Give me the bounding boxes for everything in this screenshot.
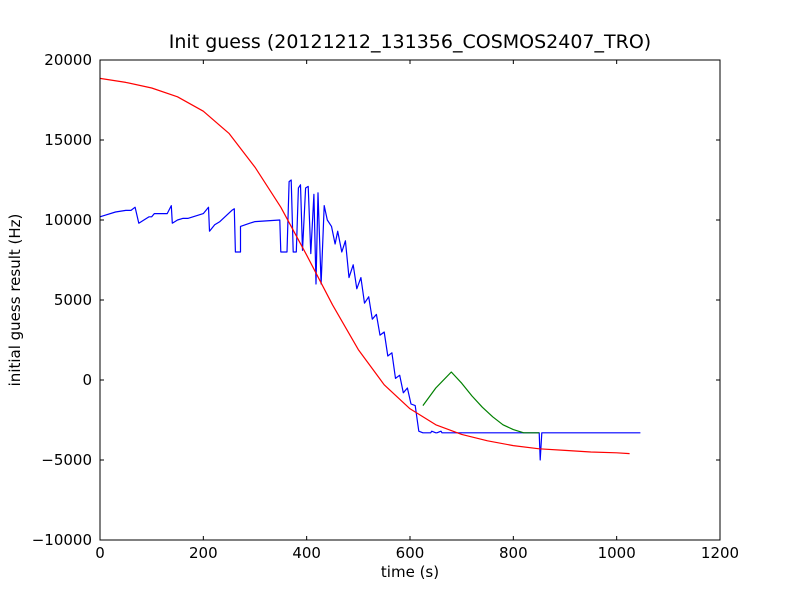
x-tick-label: 800 — [499, 544, 528, 562]
x-tick-label: 600 — [396, 544, 425, 562]
y-tick-label: 10000 — [44, 211, 92, 229]
y-tick-label: −10000 — [32, 531, 92, 549]
chart-title: Init guess (20121212_131356_COSMOS2407_T… — [169, 31, 651, 53]
x-tick-label: 1000 — [598, 544, 636, 562]
series-line-2 — [99, 77, 630, 455]
x-tick-label: 0 — [95, 544, 105, 562]
y-tick-label: 20000 — [44, 51, 92, 69]
y-axis-label: initial guess result (Hz) — [6, 214, 24, 387]
y-tick-label: −5000 — [41, 451, 92, 469]
x-tick-label: 1200 — [701, 544, 739, 562]
series-line-1 — [422, 371, 540, 434]
x-axis-label: time (s) — [381, 563, 439, 581]
axis-ticks: 0 200 400 600 800 1000 1200 −10000 −5000 0 5000 100… — [32, 51, 739, 562]
plot-area — [99, 77, 641, 461]
x-tick-label: 200 — [189, 544, 218, 562]
y-tick-label: 0 — [82, 371, 92, 389]
y-tick-label: 5000 — [54, 291, 92, 309]
y-tick-label: 15000 — [44, 131, 92, 149]
x-tick-label: 400 — [292, 544, 321, 562]
